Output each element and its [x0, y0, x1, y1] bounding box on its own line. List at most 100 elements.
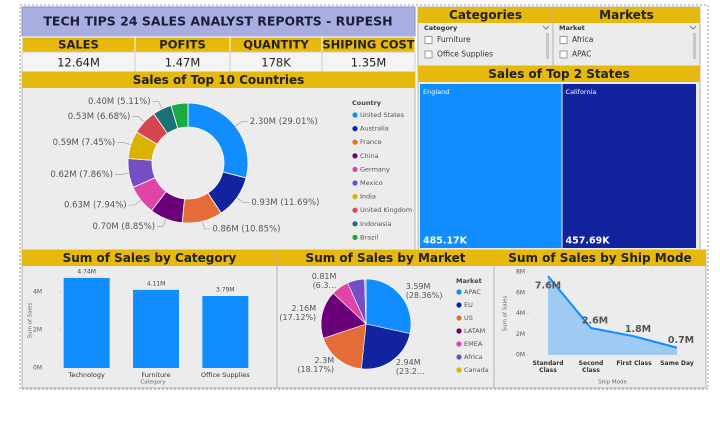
- data-label: 4.11M: [147, 280, 166, 287]
- panel-title: Sales of Top 10 Countries: [133, 73, 305, 87]
- treemap-tile: [420, 84, 562, 248]
- slicer-item[interactable]: Furniture: [437, 35, 471, 44]
- legend-swatch: [352, 139, 358, 145]
- legend-swatch: [352, 112, 358, 118]
- data-label: 0.7M: [668, 335, 694, 346]
- legend-swatch: [456, 315, 462, 321]
- slicer-checkbox[interactable]: [559, 36, 568, 44]
- x-tick-label: Same Day: [660, 360, 694, 367]
- legend-label: EU: [464, 301, 473, 309]
- data-label: 0.63M (7.94%): [64, 201, 127, 211]
- legend-label: India: [360, 193, 376, 201]
- legend-label: EMEA: [464, 340, 483, 348]
- legend-swatch: [352, 153, 358, 159]
- dropdown-chevron: [542, 25, 550, 30]
- data-label: 2.3M (18.17%): [297, 356, 335, 375]
- legend-label: France: [360, 138, 382, 146]
- legend-label: Indonesia: [360, 220, 391, 228]
- y-tick-label: 6M: [516, 289, 525, 296]
- leader-line: [235, 121, 248, 127]
- pie-slice: [361, 323, 411, 370]
- panel-header: [494, 250, 706, 266]
- data-label: 3.79M: [216, 286, 235, 293]
- panel-header: [22, 72, 415, 88]
- slicer-checkbox[interactable]: [424, 50, 433, 59]
- legend-swatch: [456, 328, 462, 334]
- scrollbar: [546, 33, 549, 59]
- data-label: 0.81M (6.3…: [311, 271, 337, 290]
- panel-title: Categories: [449, 8, 522, 22]
- slicer-item[interactable]: Africa: [572, 35, 593, 44]
- y-tick-label: 0M: [516, 352, 525, 359]
- x-tick-label-box: Second Class: [578, 360, 604, 374]
- x-axis-title: Ship Mode: [598, 380, 627, 386]
- legend-label: Australia: [360, 125, 389, 133]
- panel: [493, 249, 707, 389]
- data-label: 4.74M: [77, 268, 96, 275]
- data-label-box: 2.3M (18.17%): [297, 356, 335, 375]
- line: [547, 275, 678, 349]
- dashboard-border: [19, 4, 709, 390]
- data-label: 0.53M (6.68%): [68, 112, 131, 122]
- leader-line: [128, 199, 142, 206]
- panel-header: [418, 7, 553, 23]
- leader-line: [152, 101, 163, 110]
- leader-line: [132, 116, 145, 123]
- legend-swatch: [456, 302, 462, 308]
- kpi-value: 12.64M: [57, 56, 100, 70]
- legend-swatch: [456, 354, 462, 360]
- y-axis-title: Sum of Sales: [503, 295, 509, 331]
- leader-line: [236, 197, 250, 203]
- legend-label: United Kingdom: [360, 206, 412, 214]
- bar: [202, 295, 249, 368]
- legend-swatch: [352, 221, 358, 227]
- leader-line: [157, 218, 167, 227]
- slicer-checkbox[interactable]: [424, 36, 433, 44]
- bar: [63, 277, 110, 368]
- bar: [133, 289, 179, 368]
- legend-label: LATAM: [464, 327, 485, 335]
- slicer-checkbox[interactable]: [559, 50, 568, 59]
- leader-line: [114, 172, 129, 175]
- data-label: 3.59M (28.36%): [405, 281, 443, 300]
- area: [548, 276, 677, 355]
- slicer-item[interactable]: Office Supplies: [437, 50, 493, 59]
- panel-header: [277, 250, 494, 266]
- tile-label: England: [423, 88, 449, 96]
- panel-header: [418, 66, 700, 82]
- y-tick-label: 2M: [516, 331, 525, 338]
- panel-title: Sum of Sales by Market: [306, 251, 466, 265]
- donut-slice: [170, 102, 189, 129]
- kpi-value: 178K: [261, 56, 291, 70]
- data-label-box: 0.81M (6.3…: [311, 271, 337, 290]
- x-tick-label-box: First Class: [616, 360, 651, 367]
- legend-swatch: [352, 207, 358, 213]
- x-tick-label: Second Class: [578, 360, 604, 374]
- data-label: 0.62M (7.86%): [50, 170, 113, 180]
- legend-label: US: [464, 314, 473, 322]
- leader-line: [117, 141, 131, 146]
- data-label-box: 3.59M (28.36%): [405, 281, 443, 300]
- pie-slice: [364, 278, 367, 325]
- slicer-item[interactable]: APAC: [572, 50, 591, 59]
- legend-label: Canada: [464, 366, 489, 374]
- x-tick-label: Standard Class: [532, 360, 564, 374]
- tile-value: 457.69K: [566, 236, 611, 247]
- panel: [21, 71, 416, 251]
- legend-swatch: [352, 180, 358, 186]
- tile-value: 485.17K: [423, 236, 468, 247]
- y-tick-label: 2M: [33, 327, 42, 334]
- leader-line: [202, 221, 211, 230]
- page-title: TECH TIPS 24 SALES ANALYST REPORTS - RUP…: [43, 14, 392, 29]
- data-label: 0.86M (10.85%): [212, 224, 280, 234]
- data-label: 0.59M (7.45%): [53, 138, 116, 148]
- kpi-value: 1.35M: [351, 56, 387, 70]
- legend-swatch: [456, 367, 462, 373]
- x-tick-label: Furniture: [141, 371, 170, 379]
- y-tick-label: 4M: [33, 289, 42, 296]
- panel-header: [553, 7, 700, 23]
- data-label: 2.16M (17.12%): [279, 303, 317, 322]
- data-label: 0.93M (11.69%): [251, 198, 319, 208]
- panel-title: Sales of Top 2 States: [488, 67, 630, 81]
